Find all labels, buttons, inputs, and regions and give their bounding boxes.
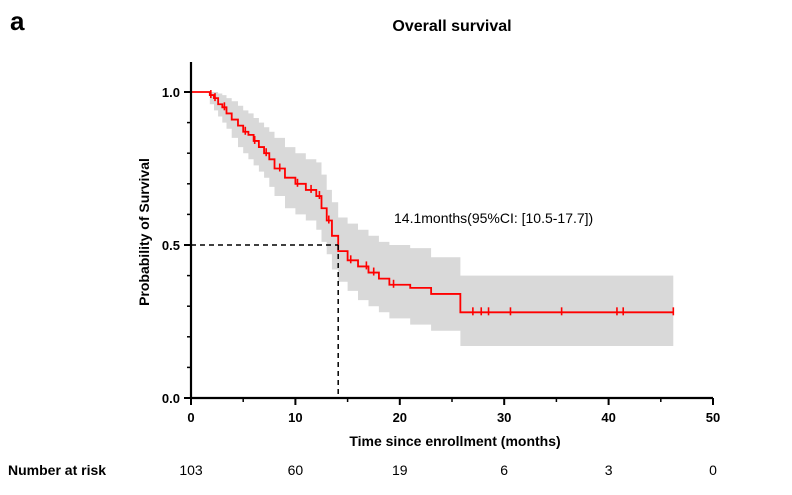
x-tick-label: 10: [288, 410, 302, 425]
number-at-risk-value: 103: [179, 462, 203, 478]
number-at-risk-value: 3: [604, 462, 613, 478]
survival-curve: [191, 91, 674, 314]
number-at-risk-label: Number at risk: [8, 462, 107, 478]
survival-curve-layer: [191, 90, 675, 316]
x-tick-label: 0: [187, 410, 194, 425]
x-axis-label: Time since enrollment (months): [349, 433, 560, 449]
y-tick-label: 0.5: [162, 238, 180, 253]
axes-layer: 0 10 20 30 40 50 0.0 0.5 1.0: [162, 62, 720, 425]
chart-title: Overall survival: [392, 18, 512, 35]
median-annotation: 14.1months(95%CI: [10.5-17.7]): [394, 210, 594, 226]
confidence-band-layer: [191, 92, 674, 346]
x-tick-label: 20: [393, 410, 407, 425]
number-at-risk-value: 6: [500, 462, 509, 478]
number-at-risk-value: 19: [392, 462, 408, 478]
y-axis-label: Probability of Survival: [136, 158, 152, 306]
y-tick-label: 0.0: [162, 391, 180, 406]
y-tick-label: 1.0: [162, 85, 180, 100]
x-tick-label: 30: [497, 410, 511, 425]
x-tick-label: 50: [706, 410, 720, 425]
median-guide-layer: [191, 244, 339, 398]
confidence-band: [191, 92, 674, 346]
x-tick-label: 40: [601, 410, 615, 425]
number-at-risk-value: 0: [709, 462, 717, 478]
number-at-risk-value: 60: [287, 462, 304, 478]
panel-letter: a: [10, 6, 25, 36]
